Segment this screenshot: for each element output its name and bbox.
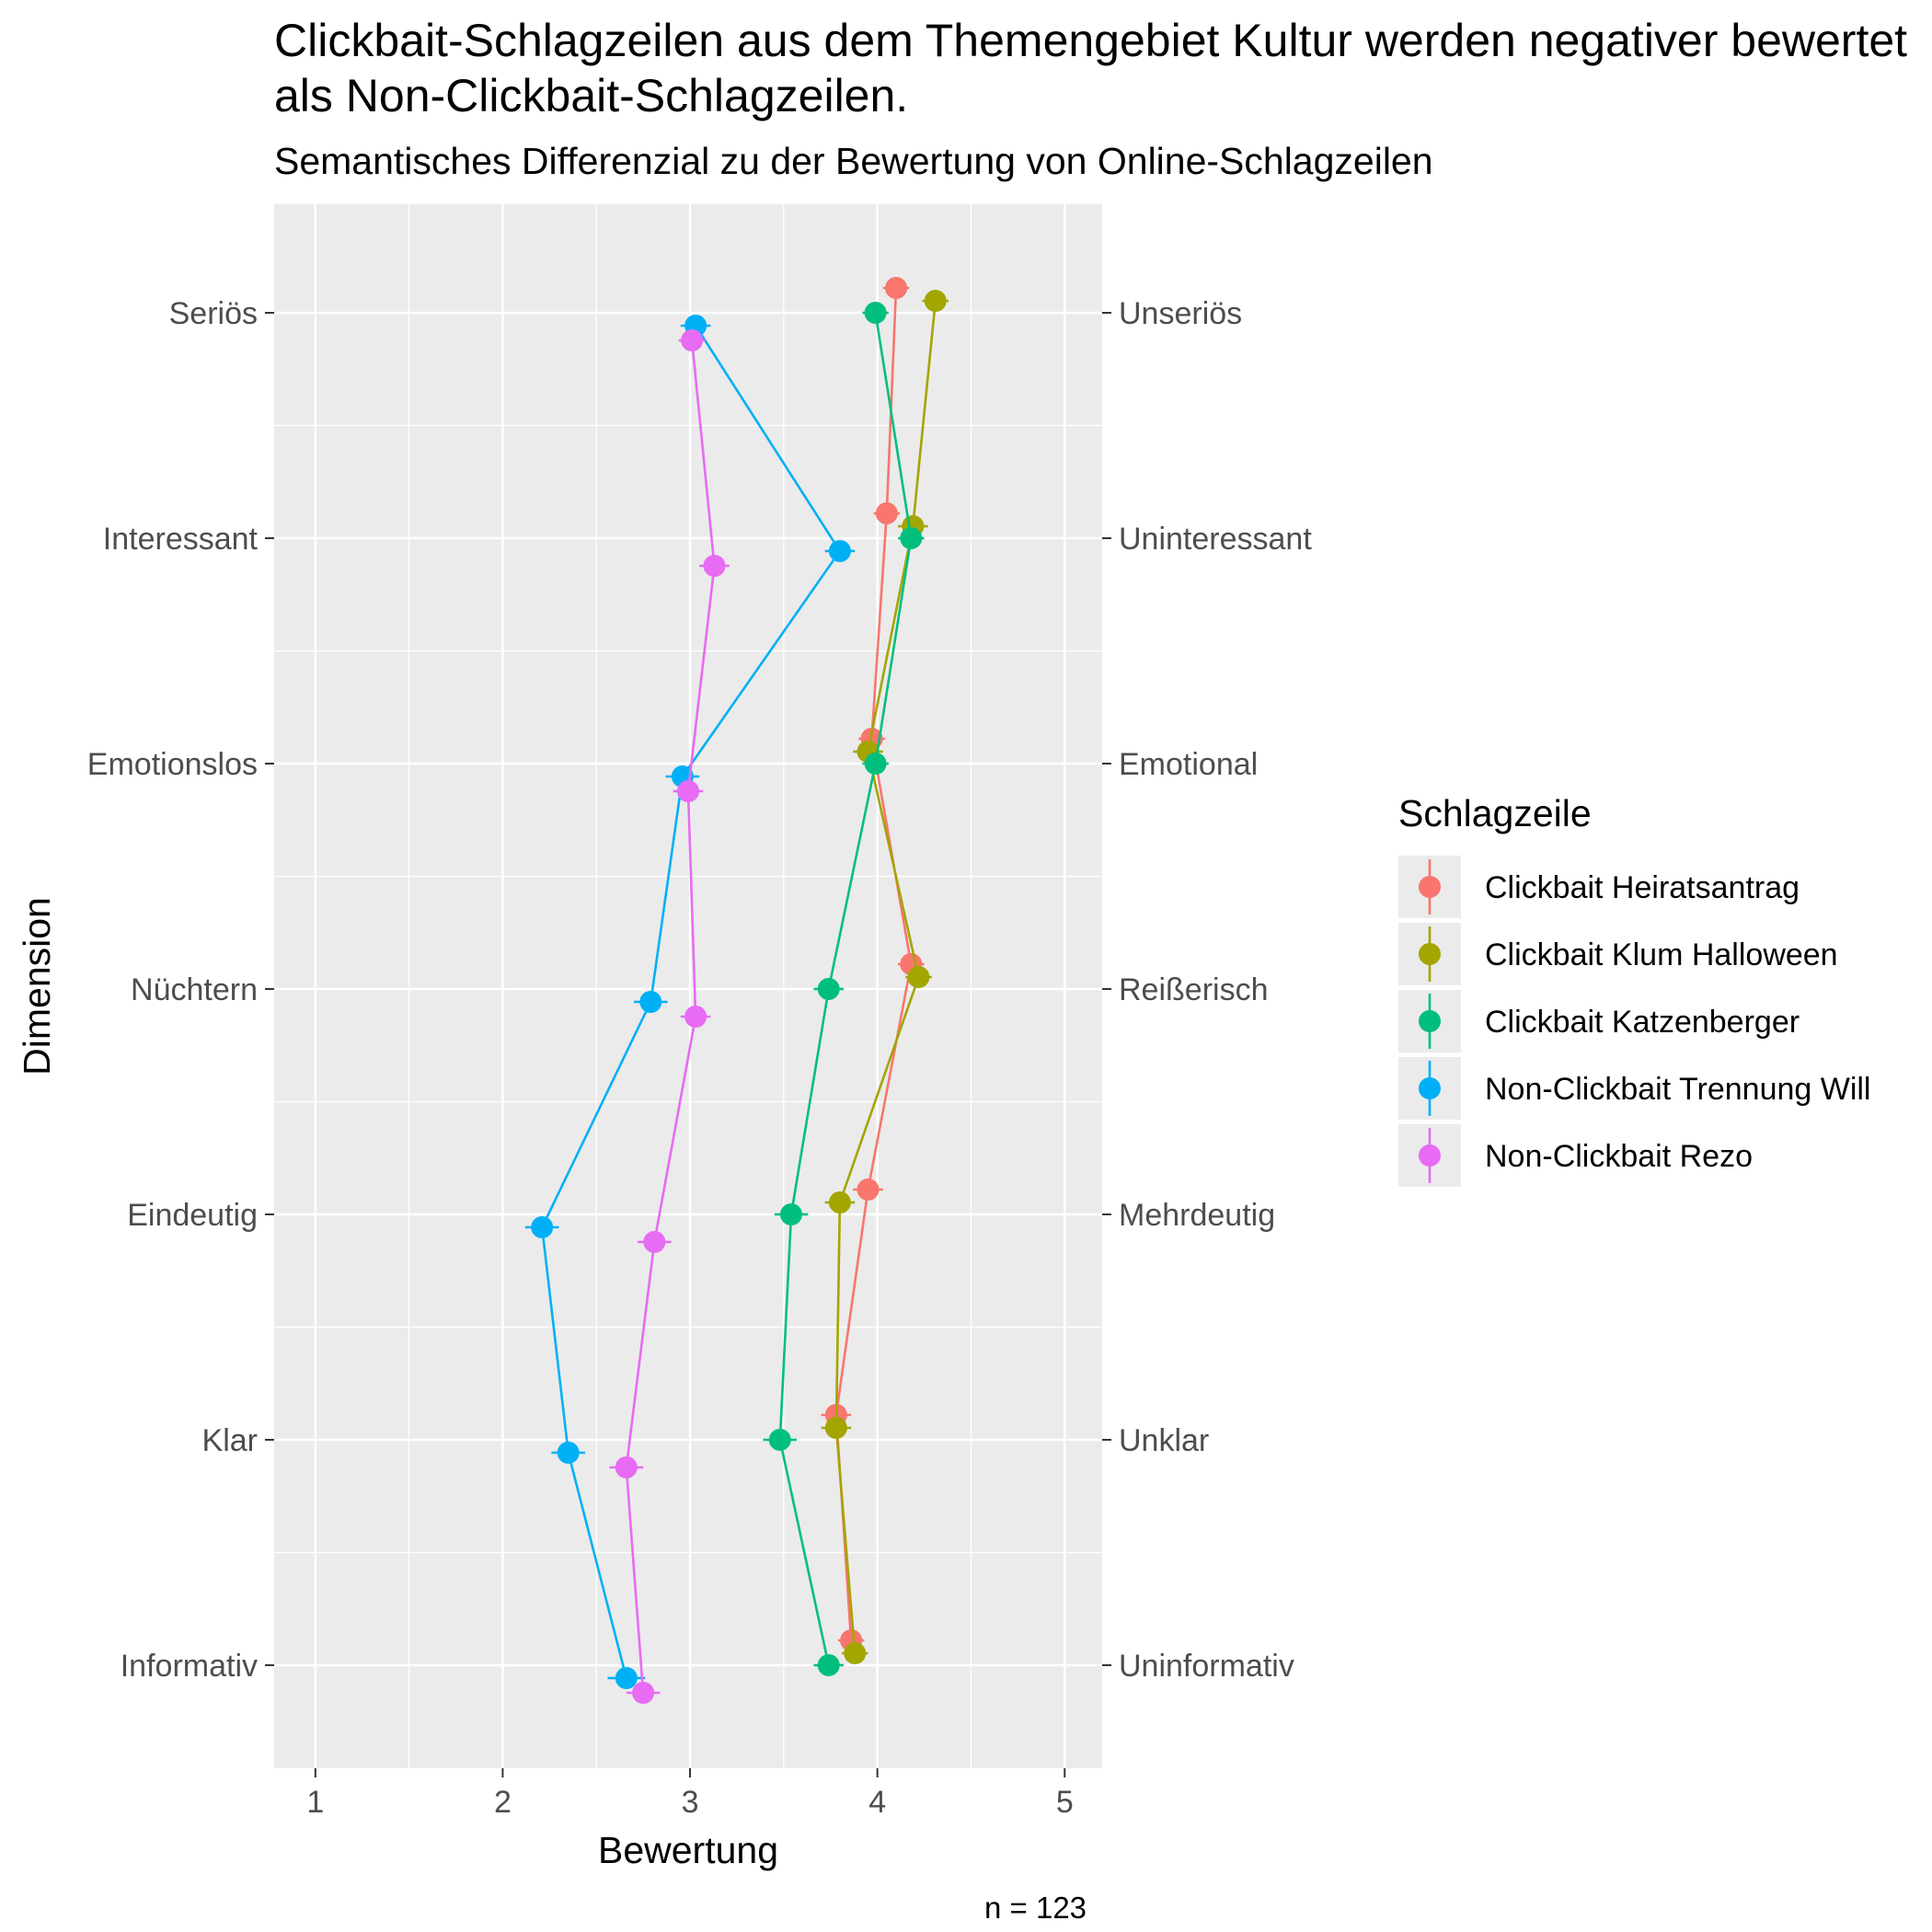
grid: [274, 204, 1102, 1768]
x-tick-label: 3: [682, 1785, 699, 1820]
chart-subtitle: Semantisches Differenzial zu der Bewertu…: [274, 140, 1433, 182]
legend-label: Clickbait Katzenberger: [1485, 1005, 1800, 1040]
legend-label: Non-Clickbait Trennung Will: [1485, 1072, 1871, 1107]
data-point: [615, 1456, 638, 1478]
series-2: [821, 290, 949, 1664]
y-tick-label-right: Unseriös: [1119, 296, 1242, 331]
legend-key-point: [1419, 1077, 1441, 1099]
data-point: [924, 290, 947, 312]
y-tick-label-right: Unklar: [1119, 1423, 1209, 1458]
data-point: [817, 1654, 840, 1676]
legend-key-point: [1419, 1144, 1441, 1167]
y-tick-label-left: Interessant: [103, 522, 259, 557]
data-point: [900, 527, 923, 549]
legend-label: Clickbait Klum Halloween: [1485, 937, 1838, 972]
plot-panel: [274, 204, 1102, 1768]
y-tick-label-left: Informativ: [121, 1649, 258, 1684]
y-tick-label-left: Klar: [202, 1423, 258, 1458]
data-point: [681, 329, 704, 351]
x-tick-label: 2: [494, 1785, 512, 1820]
data-point: [885, 277, 908, 299]
y-tick-label-right: Emotional: [1119, 747, 1258, 782]
data-point: [907, 966, 930, 988]
chart-caption: n = 123: [984, 1891, 1087, 1925]
data-point: [828, 540, 851, 562]
data-point: [615, 1667, 638, 1689]
data-point: [677, 780, 699, 802]
legend: Schlagzeile Clickbait Heiratsantrag Clickb…: [1398, 792, 1871, 1187]
data-point: [864, 753, 887, 775]
y-tick-label-right: Mehrdeutig: [1119, 1198, 1275, 1233]
series-layer: [524, 277, 949, 1704]
x-axis-title: Bewertung: [598, 1829, 778, 1871]
data-point: [531, 1216, 554, 1238]
axis-ticks: 1 2 3 4 5 Seriös Unseriös Interessant Uninteress…: [87, 296, 1313, 1820]
data-point: [779, 1203, 802, 1225]
y-axis-title: Dimension: [16, 897, 58, 1075]
x-tick-label: 1: [306, 1785, 324, 1820]
data-point: [684, 1006, 707, 1028]
y-tick-label-right: Reißerisch: [1119, 972, 1268, 1007]
data-point: [639, 991, 662, 1013]
data-point: [875, 502, 898, 524]
series-5: [609, 329, 730, 1704]
data-point: [768, 1429, 791, 1451]
data-point: [643, 1231, 666, 1253]
data-point: [864, 302, 887, 324]
legend-label: Non-Clickbait Rezo: [1485, 1139, 1753, 1174]
data-point: [632, 1682, 655, 1704]
x-tick-label: 4: [868, 1785, 886, 1820]
series-3: [763, 302, 925, 1676]
data-point: [844, 1642, 867, 1664]
y-tick-label-right: Uninteressant: [1119, 522, 1312, 557]
legend-key-point: [1419, 943, 1441, 965]
data-point: [824, 1417, 847, 1439]
y-tick-label-left: Seriös: [169, 296, 258, 331]
data-point: [703, 555, 726, 577]
data-point: [557, 1442, 580, 1464]
data-point: [857, 1179, 880, 1201]
y-tick-label-left: Eindeutig: [127, 1198, 258, 1233]
y-tick-label-left: Emotionslos: [87, 747, 258, 782]
legend-key-point: [1419, 876, 1441, 898]
legend-key-point: [1419, 1010, 1441, 1032]
y-tick-label-left: Nüchtern: [131, 972, 258, 1007]
x-tick-label: 5: [1056, 1785, 1074, 1820]
data-point: [828, 1191, 851, 1213]
series-4: [524, 315, 856, 1689]
legend-label: Clickbait Heiratsantrag: [1485, 870, 1800, 905]
y-tick-label-right: Uninformativ: [1119, 1649, 1294, 1684]
legend-title: Schlagzeile: [1398, 792, 1592, 834]
data-point: [817, 978, 840, 1000]
chart-title: Clickbait-Schlagzeilen aus dem Themengeb…: [274, 15, 1908, 121]
